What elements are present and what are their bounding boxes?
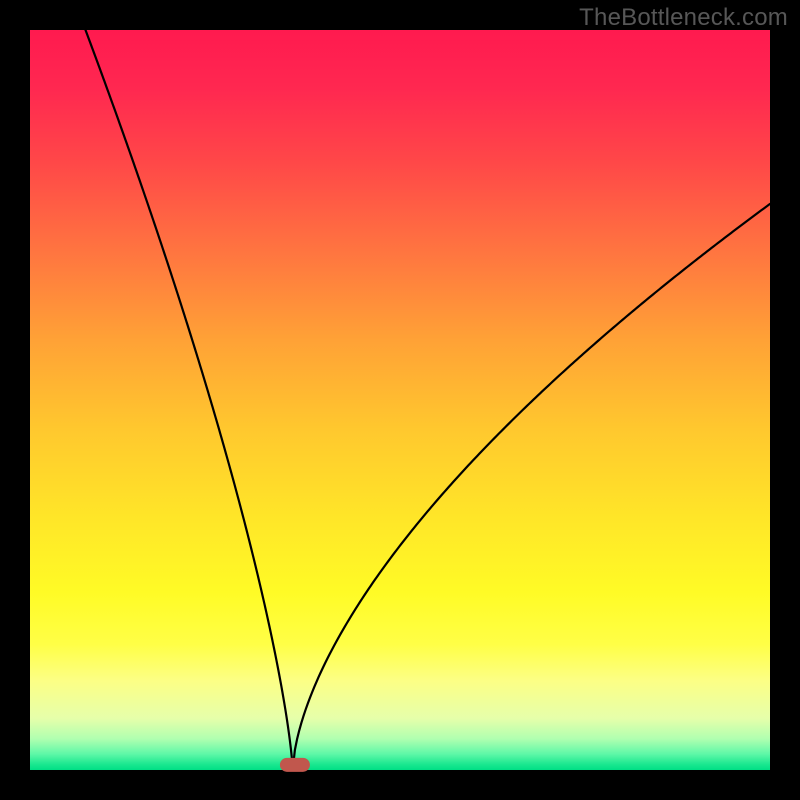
chart-frame: TheBottleneck.com (0, 0, 800, 800)
cusp-marker (280, 758, 310, 772)
watermark-text: TheBottleneck.com (579, 4, 788, 32)
bottleneck-chart (0, 0, 800, 800)
gradient-background (30, 30, 770, 770)
